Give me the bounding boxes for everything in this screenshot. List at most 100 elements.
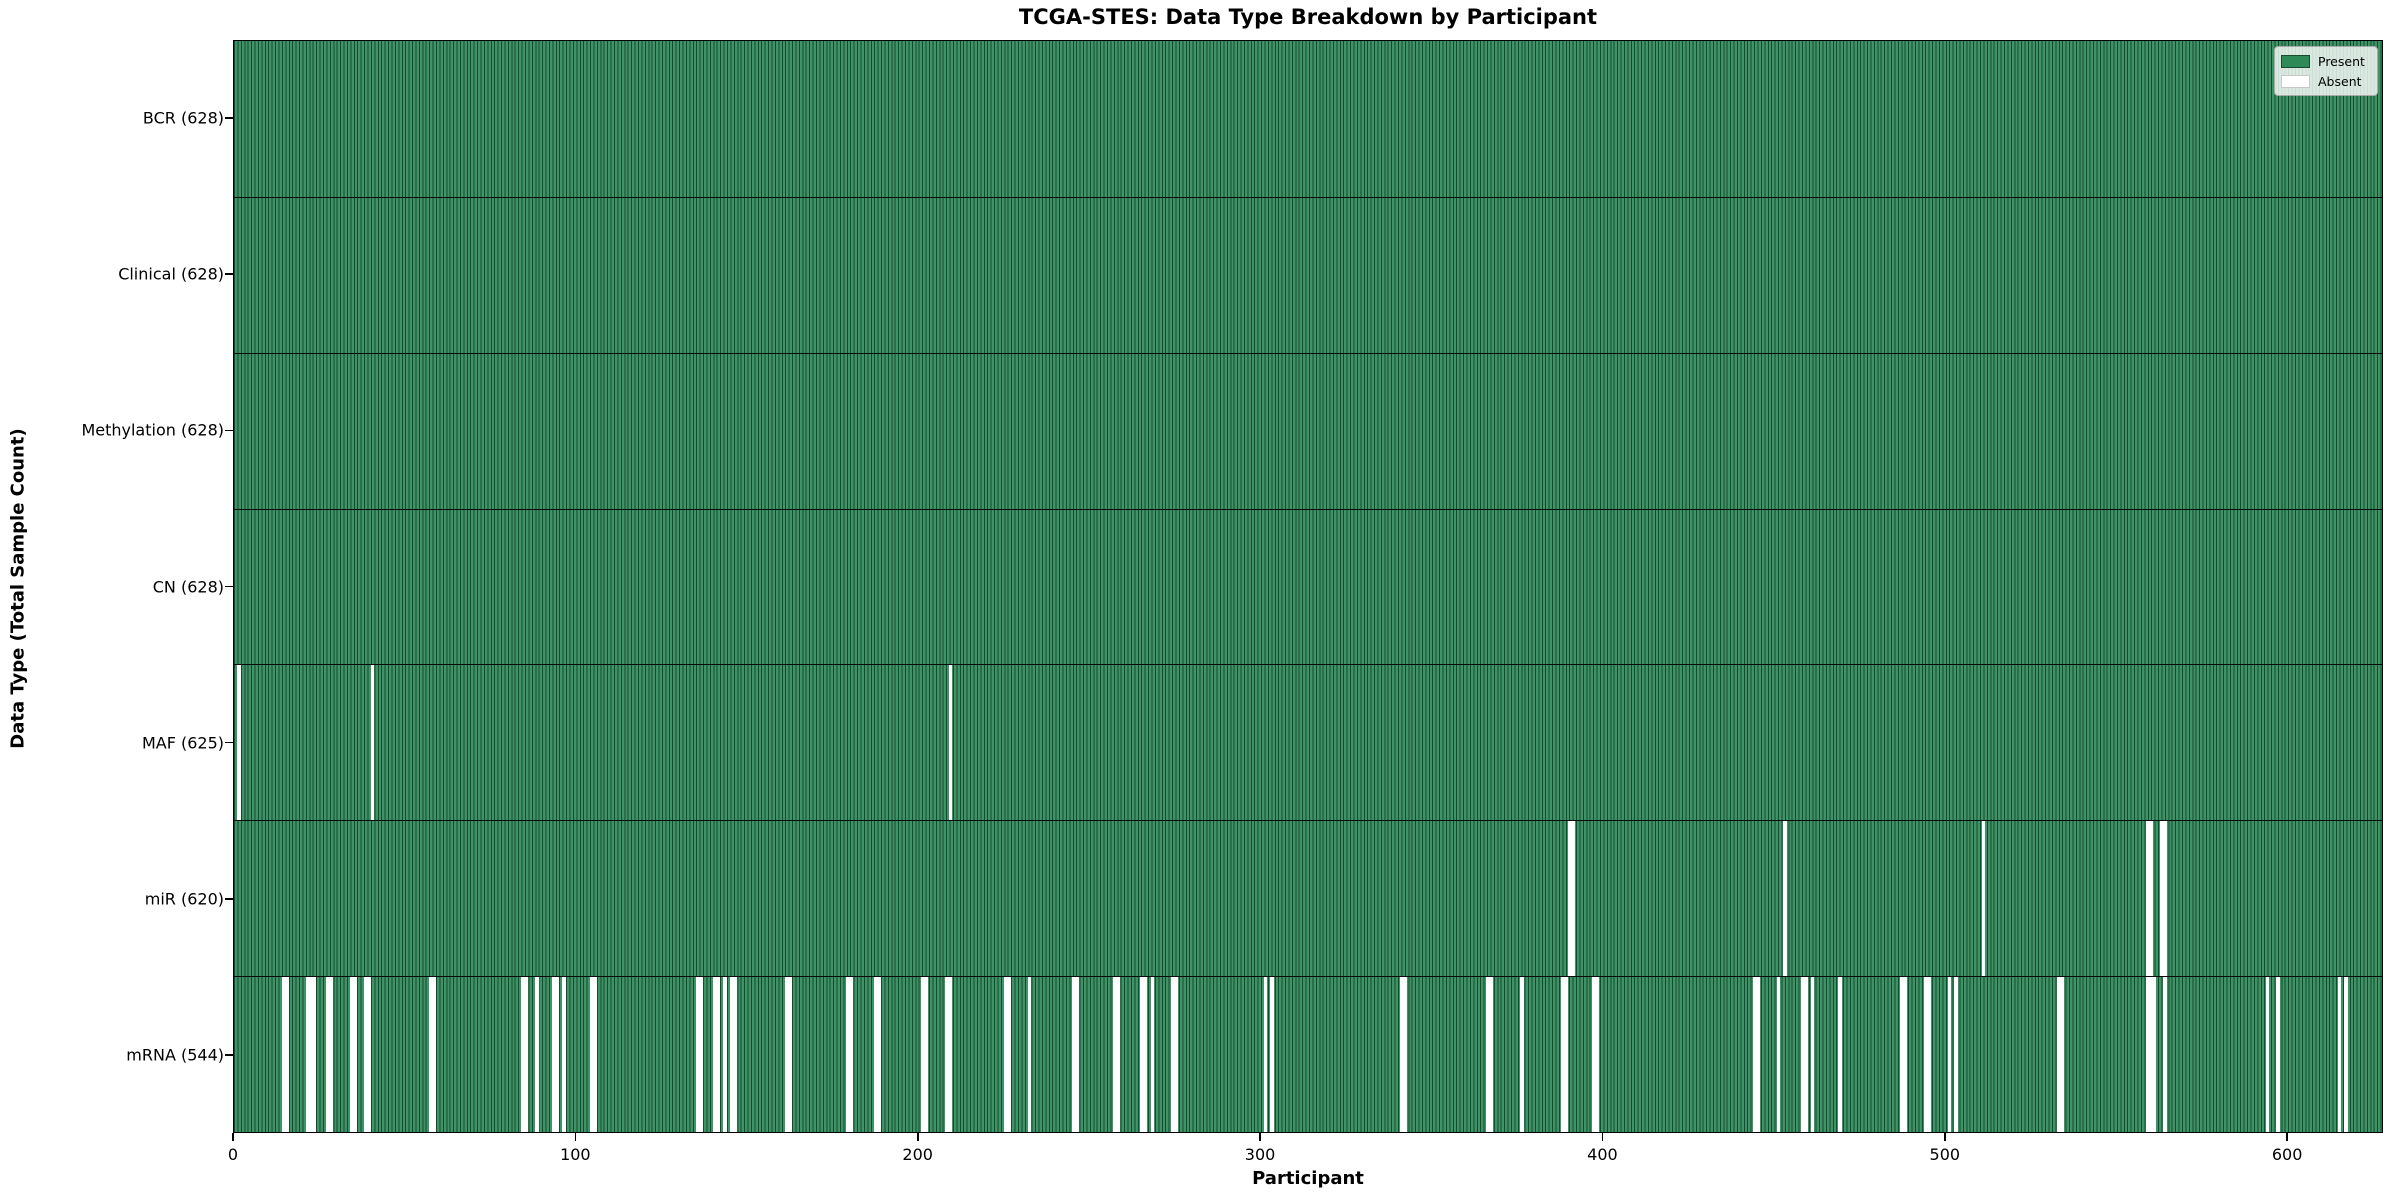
ytick-mark xyxy=(225,429,233,432)
absent-bar-mRNA-135 xyxy=(695,976,700,1132)
legend-label-absent: Absent xyxy=(2318,73,2362,89)
xtick-label-500: 500 xyxy=(1929,1145,1961,1164)
row-separator xyxy=(234,820,2382,822)
absent-bar-mRNA-187 xyxy=(873,976,878,1132)
absent-bar-miR-564 xyxy=(2163,820,2167,977)
row-separator xyxy=(234,976,2382,978)
absent-bar-mRNA-14 xyxy=(281,976,286,1132)
absent-bar-mRNA-225 xyxy=(1003,976,1008,1132)
absent-bar-miR-453 xyxy=(1783,820,1787,977)
ytick-label-Clinical: Clinical (628) xyxy=(118,264,224,284)
absent-bar-mRNA-341 xyxy=(1400,976,1404,1132)
absent-bar-mRNA-22 xyxy=(309,976,313,1132)
absent-bar-mRNA-366 xyxy=(1485,976,1490,1132)
xtick-mark xyxy=(2286,1133,2288,1141)
ytick-mark xyxy=(225,585,233,588)
absent-bar-miR-390 xyxy=(1567,820,1572,977)
absent-bar-mRNA-143 xyxy=(723,976,727,1132)
absent-bar-mRNA-23 xyxy=(312,976,317,1132)
absent-bar-mRNA-58 xyxy=(432,976,436,1132)
absent-bar-mRNA-501 xyxy=(1947,976,1952,1132)
plot-area xyxy=(233,40,2383,1133)
absent-bar-mRNA-201 xyxy=(921,976,926,1132)
absent-bar-mRNA-35 xyxy=(353,976,358,1132)
absent-bar-mRNA-594 xyxy=(2265,976,2270,1132)
absent-bar-mRNA-141 xyxy=(716,976,720,1132)
present-swatch-icon xyxy=(2281,54,2310,68)
absent-bar-mRNA-451 xyxy=(1776,976,1781,1132)
absent-bar-mRNA-398 xyxy=(1595,976,1599,1132)
ytick-mark xyxy=(225,741,233,744)
absent-bar-mRNA-342 xyxy=(1403,976,1408,1132)
absent-bar-mRNA-559 xyxy=(2145,976,2150,1132)
ytick-label-miR: miR (620) xyxy=(144,889,224,909)
absent-bar-mRNA-265 xyxy=(1140,976,1144,1132)
absent-bar-mRNA-303 xyxy=(1270,976,1274,1132)
absent-bar-mRNA-136 xyxy=(699,976,703,1132)
absent-bar-mRNA-188 xyxy=(877,976,881,1132)
absent-bar-mRNA-561 xyxy=(2152,976,2157,1132)
xtick-mark xyxy=(1601,1133,1604,1141)
row-separator xyxy=(234,352,2382,354)
xtick-label-100: 100 xyxy=(560,1145,591,1164)
absent-bar-mRNA-444 xyxy=(1752,976,1757,1132)
absent-bar-mRNA-104 xyxy=(589,976,594,1132)
row-separator xyxy=(234,664,2382,666)
absent-bar-mRNA-208 xyxy=(945,976,949,1132)
legend: Present Absent xyxy=(2274,46,2378,96)
absent-bar-mRNA-161 xyxy=(784,976,789,1132)
absent-bar-mRNA-88 xyxy=(534,976,539,1132)
ytick-label-mRNA: mRNA (544) xyxy=(126,1045,224,1065)
absent-bar-mRNA-617 xyxy=(2344,976,2348,1132)
y-axis-tick-labels: BCR (628) Clinical (628) Methylation (628)… xyxy=(0,40,224,1133)
absent-bar-mRNA-105 xyxy=(593,976,597,1132)
absent-bar-mRNA-615 xyxy=(2337,976,2342,1132)
absent-bar-miR-559 xyxy=(2145,820,2150,977)
absent-bar-mRNA-274 xyxy=(1171,976,1175,1132)
absent-bar-mRNA-226 xyxy=(1007,976,1011,1132)
ytick-mark xyxy=(225,273,233,275)
absent-bar-mRNA-93 xyxy=(552,976,556,1132)
xtick-label-400: 400 xyxy=(1587,1145,1618,1164)
absent-bar-miR-560 xyxy=(2149,820,2153,977)
absent-bar-mRNA-367 xyxy=(1489,976,1493,1132)
y-axis-label: Data Type (Total Sample Count) xyxy=(7,428,29,749)
absent-bar-mRNA-162 xyxy=(788,976,792,1132)
xtick-mark xyxy=(1943,1133,1946,1141)
absent-bar-mRNA-564 xyxy=(2163,976,2167,1132)
xtick-label-200: 200 xyxy=(902,1145,933,1164)
absent-bar-mRNA-146 xyxy=(733,976,737,1132)
xtick-mark xyxy=(574,1133,577,1141)
absent-bar-mRNA-560 xyxy=(2149,976,2153,1132)
xtick-label-0: 0 xyxy=(227,1145,239,1164)
legend-label-present: Present xyxy=(2318,53,2365,69)
absent-bar-mRNA-257 xyxy=(1113,976,1117,1132)
absent-bar-mRNA-388 xyxy=(1561,976,1565,1132)
xtick-mark xyxy=(1259,1133,1261,1141)
absent-bar-mRNA-495 xyxy=(1927,976,1931,1132)
absent-bar-mRNA-487 xyxy=(1899,976,1904,1132)
row-separator xyxy=(234,508,2382,510)
absent-bar-mRNA-597 xyxy=(2275,976,2280,1132)
absent-bar-mRNA-503 xyxy=(1954,976,1958,1132)
absent-bar-mRNA-469 xyxy=(1838,976,1842,1132)
absent-bar-mRNA-376 xyxy=(1520,976,1524,1132)
chart-title: TCGA-STES: Data Type Breakdown by Partic… xyxy=(1018,5,1598,29)
ytick-label-Methylation: Methylation (628) xyxy=(81,420,224,440)
absent-bar-mRNA-140 xyxy=(712,976,717,1132)
absent-swatch-icon xyxy=(2281,74,2310,88)
absent-bar-mRNA-246 xyxy=(1075,976,1079,1132)
xtick-label-600: 600 xyxy=(2271,1145,2303,1164)
absent-bar-mRNA-275 xyxy=(1174,976,1179,1132)
absent-bar-mRNA-34 xyxy=(350,976,354,1132)
absent-bar-mRNA-245 xyxy=(1071,976,1076,1132)
absent-bar-mRNA-202 xyxy=(924,976,929,1132)
absent-bar-mRNA-461 xyxy=(1810,976,1815,1132)
absent-bar-mRNA-258 xyxy=(1116,976,1120,1132)
absent-bar-mRNA-494 xyxy=(1923,976,1928,1132)
absent-bar-mRNA-15 xyxy=(285,976,289,1132)
absent-bar-mRNA-28 xyxy=(329,976,334,1132)
absent-bar-MAF-40 xyxy=(370,664,375,821)
absent-bar-mRNA-301 xyxy=(1263,976,1268,1132)
